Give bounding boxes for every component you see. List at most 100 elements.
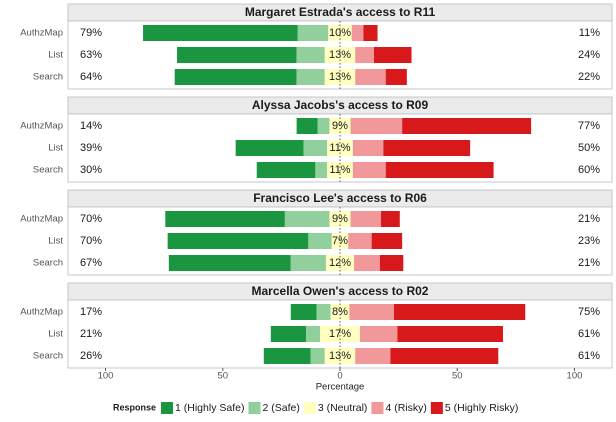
bar-segment (352, 140, 384, 156)
neutral-percent: 13% (329, 49, 351, 61)
category-label: AuthzMap (20, 28, 63, 39)
legend-label: 1 (Highly Safe) (175, 402, 244, 414)
bar-segment (174, 69, 297, 85)
bar-segment (316, 304, 331, 320)
bar-segment (379, 255, 404, 271)
neutral-percent: 12% (329, 257, 351, 269)
bar-segment (383, 140, 471, 156)
left-percent: 67% (80, 257, 102, 269)
category-label: List (48, 236, 63, 247)
bar-segment (359, 326, 398, 342)
category-label: List (48, 329, 63, 340)
bar-segment (310, 348, 325, 364)
x-tick-label: 0 (337, 371, 342, 382)
bar-segment (371, 233, 403, 249)
bar-segment (235, 140, 304, 156)
left-percent: 30% (80, 164, 102, 176)
left-percent: 17% (80, 306, 102, 318)
left-percent: 79% (80, 27, 102, 39)
right-percent: 75% (578, 306, 600, 318)
panel-title: Francisco Lee's access to R06 (253, 191, 427, 205)
right-percent: 24% (578, 49, 600, 61)
right-percent: 61% (578, 350, 600, 362)
bar-segment (263, 348, 311, 364)
left-percent: 26% (80, 350, 102, 362)
right-percent: 77% (578, 120, 600, 132)
left-percent: 70% (80, 235, 102, 247)
neutral-percent: 13% (329, 71, 351, 83)
bar-segment (331, 233, 349, 249)
bar-segment (355, 69, 386, 85)
neutral-percent: 7% (332, 235, 348, 247)
bar-segment (393, 304, 526, 320)
bar-segment (284, 211, 330, 227)
neutral-percent: 17% (329, 328, 351, 340)
left-percent: 39% (80, 142, 102, 154)
legend-label: 4 (Risky) (385, 402, 426, 414)
bar-segment (374, 47, 412, 63)
left-percent: 63% (80, 49, 102, 61)
bar-segment (303, 140, 328, 156)
legend-swatch (430, 402, 443, 414)
bar-segment (143, 25, 298, 41)
bar-segment (381, 211, 400, 227)
bar-segment (385, 69, 407, 85)
bar-segment (308, 233, 332, 249)
bar-segment (306, 326, 321, 342)
bar-segment (296, 118, 318, 134)
category-label: Search (33, 165, 63, 176)
legend-swatch (371, 402, 384, 414)
x-tick-label: 100 (98, 371, 114, 382)
legend-swatch (248, 402, 261, 414)
bar-segment (296, 47, 325, 63)
bar-segment (315, 162, 328, 178)
bar-segment (350, 118, 403, 134)
bar-segment (167, 233, 309, 249)
legend-swatch (303, 402, 316, 414)
category-label: Search (33, 72, 63, 83)
bar-segment (385, 162, 494, 178)
bar-segment (324, 47, 356, 63)
bar-segment (350, 211, 382, 227)
right-percent: 23% (578, 235, 600, 247)
legend-title: Response (113, 402, 156, 412)
bar-segment (355, 47, 374, 63)
bar-segment (327, 140, 353, 156)
bar-segment (352, 162, 386, 178)
bar-segment (290, 304, 317, 320)
right-percent: 21% (578, 213, 600, 225)
panel-title: Alyssa Jacobs's access to R09 (252, 98, 429, 112)
legend-swatch (161, 402, 174, 414)
legend-label: 2 (Safe) (262, 402, 299, 414)
right-percent: 21% (578, 257, 600, 269)
panel-title: Margaret Estrada's access to R11 (245, 5, 436, 19)
category-label: Search (33, 351, 63, 362)
category-label: Search (33, 258, 63, 269)
right-percent: 11% (579, 27, 600, 39)
neutral-percent: 11% (329, 164, 350, 176)
bar-segment (348, 233, 372, 249)
bar-segment (351, 25, 364, 41)
bar-segment (402, 118, 532, 134)
neutral-percent: 13% (329, 350, 351, 362)
category-label: List (48, 50, 63, 61)
left-percent: 21% (80, 328, 102, 340)
x-tick-label: 100 (567, 371, 583, 382)
bar-segment (349, 304, 394, 320)
bar-segment (177, 47, 297, 63)
right-percent: 50% (578, 142, 600, 154)
bar-segment (168, 255, 291, 271)
bar-segment (270, 326, 306, 342)
category-label: AuthzMap (20, 214, 63, 225)
bar-segment (256, 162, 316, 178)
legend-label: 5 (Highly Risky) (445, 402, 519, 414)
left-percent: 64% (80, 71, 102, 83)
x-tick-label: 50 (452, 371, 463, 382)
bar-segment (355, 348, 391, 364)
right-percent: 60% (578, 164, 600, 176)
bar-segment (320, 326, 360, 342)
bar-segment (354, 255, 380, 271)
bar-segment (363, 25, 378, 41)
category-label: AuthzMap (20, 307, 63, 318)
